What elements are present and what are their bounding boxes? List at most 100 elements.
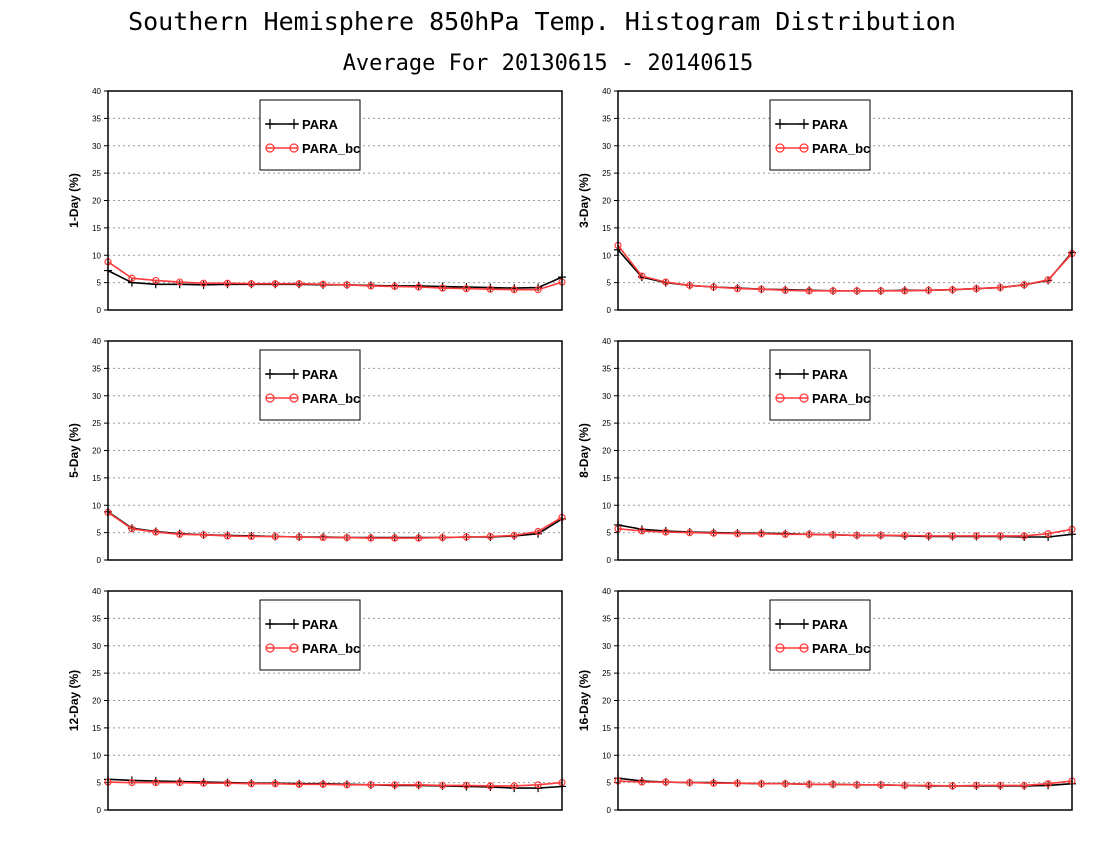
legend-box <box>259 599 361 671</box>
legend-swatch-marker <box>799 369 809 379</box>
series-para-bc <box>614 777 1076 790</box>
y-tick-label: 25 <box>92 419 101 428</box>
plot-frame <box>107 90 563 311</box>
data-point <box>662 528 670 536</box>
data-point <box>996 781 1004 789</box>
series-line <box>617 244 1073 292</box>
legend-swatch-marker <box>799 393 809 403</box>
legend-swatch-marker <box>799 143 809 153</box>
data-point <box>462 285 471 293</box>
data-point <box>176 530 184 538</box>
data-point <box>415 781 423 789</box>
series-line <box>617 780 1073 787</box>
y-tick-label: 5 <box>607 529 612 538</box>
series-para-bc <box>614 525 1076 540</box>
data-point <box>901 531 909 539</box>
data-point <box>152 779 160 787</box>
data-point <box>343 281 351 289</box>
data-point <box>534 527 542 536</box>
legend: PARA PARA_bc <box>259 349 361 421</box>
legend-label: PARA_bc <box>302 391 360 406</box>
data-point <box>709 283 718 291</box>
legend-swatch-marker <box>265 369 275 379</box>
data-point <box>128 274 136 282</box>
legend-label: PARA <box>812 367 848 382</box>
data-point <box>733 530 742 538</box>
data-point <box>415 534 423 542</box>
y-tick-label: 10 <box>602 501 611 510</box>
legend-box <box>259 99 361 171</box>
legend-swatch-marker <box>289 119 299 129</box>
legend-swatch-marker <box>265 619 275 629</box>
y-tick-label: 15 <box>92 224 101 233</box>
legend-label: PARA_bc <box>812 641 870 656</box>
series-line <box>107 511 563 539</box>
legend-swatch-marker <box>775 643 785 653</box>
legend: PARA PARA_bc <box>769 599 871 671</box>
data-point <box>686 529 694 537</box>
legend: PARA PARA_bc <box>259 99 361 171</box>
y-tick-label: 35 <box>602 114 611 123</box>
series-line <box>107 781 563 787</box>
y-axis-label: 12-Day (%) <box>67 670 81 731</box>
legend-label: PARA_bc <box>812 391 870 406</box>
data-point <box>127 278 136 287</box>
legend-swatch-marker <box>775 619 785 629</box>
data-point <box>853 781 861 789</box>
chart-panel-1: 0 5 10 15 20 25 30 35 40 1-Day (%) PARA PARA_bc <box>67 87 566 315</box>
legend: PARA PARA_bc <box>769 99 871 171</box>
y-tick-label: 20 <box>602 197 611 206</box>
y-tick-label: 0 <box>97 556 102 565</box>
y-tick-label: 25 <box>602 669 611 678</box>
y-axis-label: 8-Day (%) <box>577 423 591 478</box>
legend-label: PARA_bc <box>302 141 360 156</box>
y-tick-label: 0 <box>97 806 102 815</box>
data-point <box>948 286 957 294</box>
y-tick-label: 15 <box>602 474 611 483</box>
data-point <box>319 280 327 288</box>
data-point <box>152 276 160 285</box>
chart-panel-2: 0 5 10 15 20 25 30 35 40 3-Day (%) PARA PARA_bc <box>577 87 1076 315</box>
data-point <box>199 531 208 539</box>
plot-frame <box>107 340 563 561</box>
legend-swatch-marker <box>775 143 785 153</box>
legend-swatch-marker <box>799 119 809 129</box>
data-point <box>757 530 765 538</box>
legend-swatch-marker <box>265 643 275 653</box>
y-axis-label: 1-Day (%) <box>67 173 81 228</box>
series-para <box>104 266 566 293</box>
data-point <box>295 280 303 288</box>
legend-box <box>259 349 361 421</box>
data-point <box>176 278 184 286</box>
y-tick-label: 10 <box>92 751 101 760</box>
data-point <box>223 279 232 287</box>
legend-label: PARA_bc <box>812 141 870 156</box>
legend-swatch-marker <box>289 643 299 653</box>
data-point <box>486 285 494 293</box>
y-tick-label: 15 <box>602 224 611 233</box>
y-tick-label: 15 <box>92 474 101 483</box>
data-point <box>686 779 694 787</box>
data-point <box>709 779 718 787</box>
data-point <box>662 778 670 786</box>
data-point <box>151 280 160 289</box>
y-tick-label: 40 <box>602 337 611 346</box>
legend-swatch-marker <box>289 393 299 403</box>
chart-panel-5: 0 5 10 15 20 25 30 35 40 12-Day (%) PARA PARA_bc <box>67 587 566 815</box>
y-tick-label: 30 <box>92 142 101 151</box>
y-tick-label: 40 <box>92 337 101 346</box>
y-axis-label: 16-Day (%) <box>577 670 591 731</box>
legend-swatch-marker <box>799 619 809 629</box>
data-point <box>972 285 981 293</box>
data-point <box>829 287 837 295</box>
legend-label: PARA <box>302 117 338 132</box>
data-point <box>733 779 742 787</box>
data-point <box>757 285 765 293</box>
series-line <box>107 269 563 289</box>
data-point <box>901 781 909 789</box>
data-point <box>781 286 789 294</box>
data-point <box>391 534 399 542</box>
data-point <box>805 287 813 295</box>
data-point <box>1044 530 1052 538</box>
data-point <box>199 779 208 787</box>
